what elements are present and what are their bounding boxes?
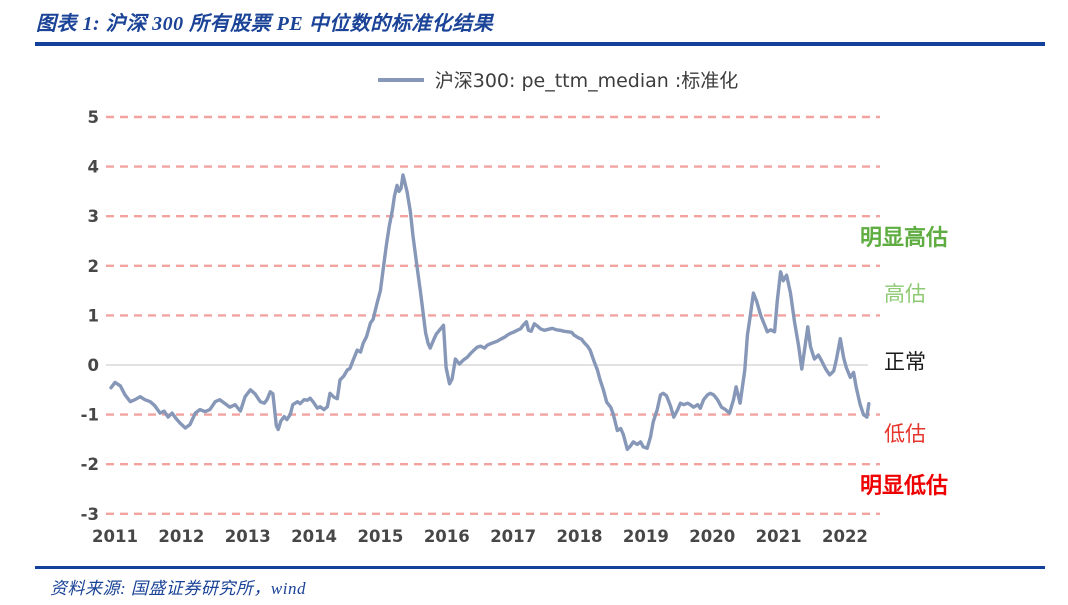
x-tick-label: 2019: [623, 527, 669, 546]
chart-title: 图表 1: 沪深 300 所有股票 PE 中位数的标准化结果: [36, 13, 494, 35]
chart-legend: 沪深300: pe_ttm_median :标准化: [24, 66, 1068, 93]
y-tick-label: 5: [88, 108, 99, 127]
plot-svg: 5 4 3 2 1 0 -1 -2 -3 2011 2012 2013 2014 2015 2016 2017…: [81, 108, 880, 546]
y-tick-label: 3: [88, 207, 99, 226]
source-note: 资料来源: 国盛证券研究所，wind: [50, 579, 306, 598]
legend-line-swatch: [377, 77, 424, 82]
annotation-label: 高估: [884, 281, 926, 306]
y-tick-label: -1: [81, 406, 99, 425]
x-tick-label: 2020: [689, 527, 735, 546]
footer-divider: [35, 566, 1045, 569]
y-tick-label: 2: [88, 257, 99, 276]
y-tick-label: 0: [88, 356, 99, 375]
y-tick-label: -3: [81, 505, 99, 524]
annotation-label: 明显低估: [860, 472, 949, 499]
annotation-label: 低估: [884, 422, 926, 447]
series-line: [109, 173, 871, 451]
x-tick-label: 2017: [490, 527, 536, 546]
annotation-label: 正常: [884, 349, 926, 374]
x-tick-label: 2022: [822, 527, 868, 546]
annotation-label: 明显高估: [860, 224, 949, 251]
x-tick-label: 2012: [158, 527, 204, 546]
x-tick-label: 2015: [357, 527, 403, 546]
y-tick-label: 1: [88, 306, 99, 325]
x-tick-label: 2018: [557, 527, 603, 546]
x-tick-label: 2021: [756, 527, 802, 546]
y-tick-label: 4: [88, 158, 99, 177]
legend-label: 沪深300: pe_ttm_median :标准化: [434, 70, 739, 92]
x-tick-label: 2011: [92, 527, 138, 546]
x-tick-label: 2016: [424, 527, 470, 546]
plot-area: 5 4 3 2 1 0 -1 -2 -3 2011 2012 2013 2014 2015 2016 2017…: [0, 95, 1068, 565]
y-tick-label: -2: [81, 455, 99, 474]
x-tick-label: 2013: [225, 527, 271, 546]
title-divider: [35, 42, 1045, 46]
x-tick-label: 2014: [291, 527, 337, 546]
